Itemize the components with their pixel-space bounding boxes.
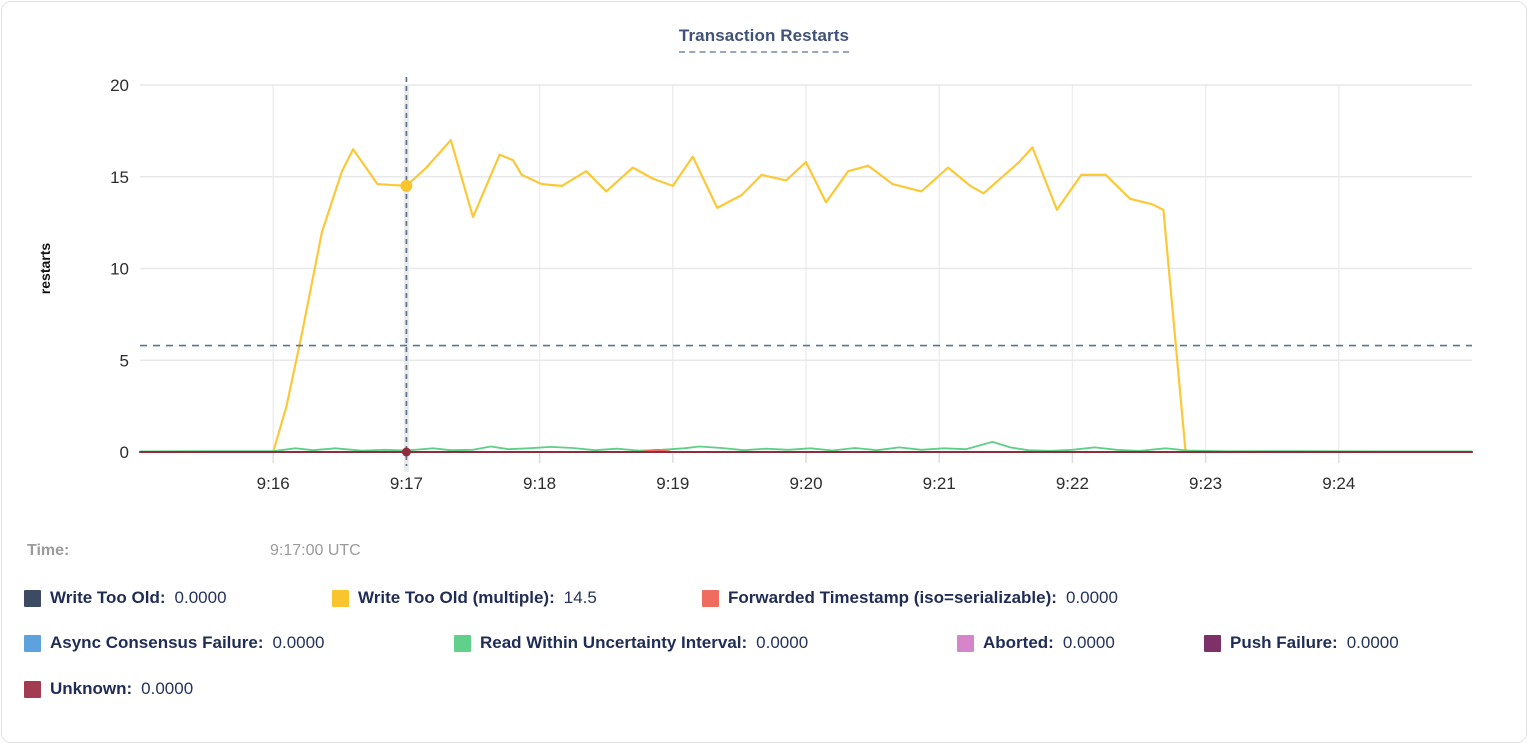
legend-value: 0.0000: [272, 633, 325, 652]
chart-title[interactable]: Transaction Restarts: [678, 26, 850, 53]
legend-value: 0.0000: [1062, 633, 1115, 652]
x-tick-label: 9:20: [789, 474, 822, 493]
legend-item-write-too-old-multiple[interactable]: Write Too Old (multiple): 14.5: [332, 588, 702, 608]
read-within-uncertainty-interval-swatch-icon: [454, 634, 471, 652]
chart-header: Transaction Restarts: [2, 26, 1526, 53]
x-tick-label: 9:17: [390, 474, 423, 493]
legend-item-forwarded-timestamp-iso-serializable[interactable]: Forwarded Timestamp (iso=serializable): 0…: [702, 588, 1118, 608]
legend-value: 0.0000: [1346, 633, 1399, 652]
write-too-old-multiple-swatch-icon: [332, 589, 349, 607]
legend-value: 0.0000: [756, 633, 809, 652]
x-tick-label: 9:22: [1056, 474, 1089, 493]
x-tick-label: 9:16: [257, 474, 290, 493]
legend-label: Read Within Uncertainty Interval:: [480, 633, 748, 652]
hover-dot-write-too-old-multiple: [400, 179, 413, 192]
legend-label: Async Consensus Failure:: [50, 633, 264, 652]
series-write-too-old-multiple: [138, 138, 1474, 454]
push-failure-swatch-icon: [1204, 634, 1221, 652]
legend-item-async-consensus-failure[interactable]: Async Consensus Failure: 0.0000: [24, 633, 454, 653]
legend-label: Write Too Old (multiple):: [358, 588, 555, 607]
legend-value: 0.0000: [174, 588, 227, 607]
aborted-swatch-icon: [957, 634, 974, 652]
x-tick-label: 9:21: [923, 474, 956, 493]
y-tick-label: 15: [110, 168, 129, 187]
y-tick-label: 20: [110, 76, 129, 95]
legend-item-write-too-old[interactable]: Write Too Old: 0.0000: [24, 588, 332, 608]
x-tick-label: 9:24: [1322, 474, 1355, 493]
y-tick-label: 0: [120, 443, 129, 462]
unknown-swatch-icon: [24, 680, 41, 698]
hover-time-row: Time: 9:17:00 UTC: [2, 542, 1526, 564]
legend-value: 0.0000: [1065, 588, 1118, 607]
legend-item-push-failure[interactable]: Push Failure: 0.0000: [1204, 633, 1399, 653]
transaction-restarts-chart[interactable]: 0 5 10 15 20 9:16 9:17 9:18 9:19 9:20 9:21 9:22 9:23…: [2, 58, 1527, 518]
time-value: 9:17:00 UTC: [270, 542, 361, 559]
hover-dot-unknown: [401, 447, 411, 457]
legend-item-unknown[interactable]: Unknown: 0.0000: [24, 679, 193, 699]
legend-row-2: Async Consensus Failure: 0.0000 Read Withi…: [2, 633, 1522, 653]
y-axis-label: restarts: [37, 243, 53, 295]
time-label: Time:: [27, 542, 70, 559]
write-too-old-swatch-icon: [24, 589, 41, 607]
x-tick-label: 9:23: [1189, 474, 1222, 493]
legend-item-aborted[interactable]: Aborted: 0.0000: [957, 633, 1204, 653]
forwarded-timestamp-iso-serializable-swatch-icon: [702, 589, 719, 607]
async-consensus-failure-swatch-icon: [24, 634, 41, 652]
x-tick-label: 9:19: [656, 474, 689, 493]
legend-item-read-within-uncertainty-interval[interactable]: Read Within Uncertainty Interval: 0.0000: [454, 633, 957, 653]
legend-label: Unknown:: [50, 679, 133, 698]
y-tick-label: 10: [110, 260, 129, 279]
x-tick-label: 9:18: [523, 474, 556, 493]
legend-value: 14.5: [563, 588, 597, 607]
legend-row-3: Unknown: 0.0000: [2, 679, 1522, 699]
legend-label: Aborted:: [983, 633, 1054, 652]
y-tick-label: 5: [120, 351, 129, 370]
legend-label: Forwarded Timestamp (iso=serializable):: [728, 588, 1057, 607]
legend-label: Write Too Old:: [50, 588, 166, 607]
legend-label: Push Failure:: [1230, 633, 1338, 652]
legend-value: 0.0000: [141, 679, 194, 698]
legend-row-1: Write Too Old: 0.0000 Write Too Old (multi…: [2, 588, 1522, 608]
